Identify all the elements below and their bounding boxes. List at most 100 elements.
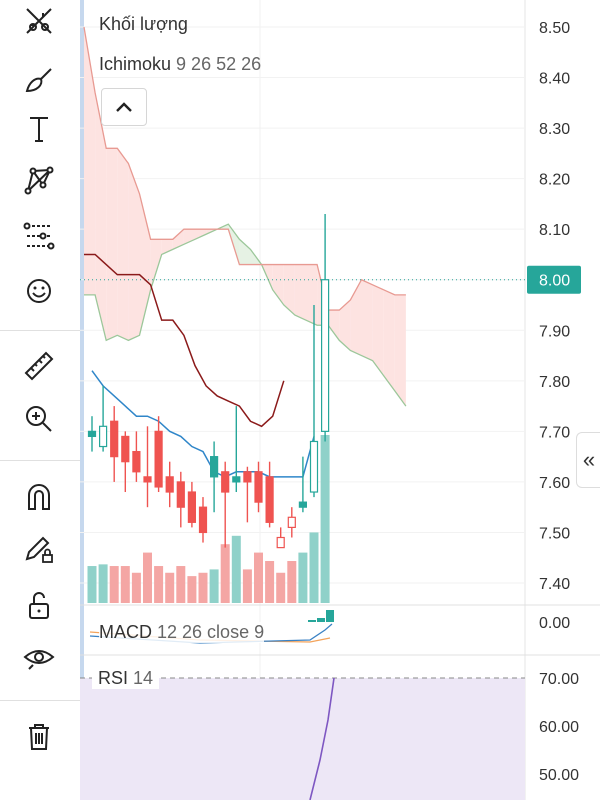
volume-bar xyxy=(265,561,275,603)
ichimoku-cloud-segment xyxy=(161,239,173,255)
macd-legend-params: 12 26 close 9 xyxy=(157,622,265,642)
rsi-band xyxy=(80,678,525,800)
price-axis-tick-label: 8.30 xyxy=(539,121,570,138)
macd-legend[interactable]: MACD 12 26 close 9 xyxy=(99,622,265,643)
volume-bar xyxy=(187,576,197,603)
volume-legend[interactable]: Khối lượng xyxy=(99,14,188,35)
trend-line-tool[interactable] xyxy=(18,0,60,42)
volume-bar xyxy=(165,572,175,603)
candle-body xyxy=(265,476,274,523)
hide-drawings-tool[interactable] xyxy=(18,636,60,678)
volume-bar xyxy=(109,566,119,603)
lock-all-tool[interactable] xyxy=(18,584,60,626)
crossed-lines-icon xyxy=(26,8,52,34)
emoji-tool[interactable] xyxy=(18,270,60,312)
tenkan-sen-line xyxy=(91,370,315,478)
ichimoku-cloud-segment xyxy=(294,264,306,321)
senkou-span-b-line xyxy=(83,26,406,311)
ichimoku-cloud-segment xyxy=(361,279,373,361)
candle-body xyxy=(243,471,252,483)
ichimoku-legend[interactable]: Ichimoku 9 26 52 26 xyxy=(99,54,261,75)
magnet-tool[interactable] xyxy=(18,476,60,518)
ichimoku-cloud-segment xyxy=(283,264,295,316)
price-axis-tick-label: 7.40 xyxy=(539,576,570,593)
collapse-legend-button[interactable] xyxy=(101,88,147,126)
candle-body xyxy=(309,440,319,493)
prediction-tool[interactable] xyxy=(18,215,60,257)
ichimoku-cloud-segment xyxy=(306,264,318,326)
rsi-line xyxy=(309,677,335,800)
remove-drawings-tool[interactable] xyxy=(18,715,60,757)
volume-bar xyxy=(320,435,330,603)
candle-body xyxy=(143,476,152,483)
price-axis-tick-label: 7.90 xyxy=(539,323,570,340)
measure-tool[interactable] xyxy=(18,345,60,387)
chevron-up-icon xyxy=(116,102,132,112)
volume-bar xyxy=(131,572,141,603)
chart-area[interactable]: 8.50 8.40 8.30 8.20 8.10 7.90 7.80 7.70 7.60 7.50… xyxy=(80,0,600,800)
candle-body xyxy=(321,279,330,432)
volume-bar xyxy=(254,552,263,603)
volume-bar xyxy=(231,535,241,603)
candle-body xyxy=(221,471,230,493)
macd-histogram-bar xyxy=(308,620,316,622)
candle-body xyxy=(276,536,285,549)
candle-body xyxy=(110,420,119,458)
candle-body xyxy=(176,481,185,508)
price-axis-tick-label: 8.40 xyxy=(539,71,570,88)
rsi-legend[interactable]: RSI 14 xyxy=(92,668,160,689)
volume-bar xyxy=(220,544,230,603)
ichimoku-cloud-segment xyxy=(272,264,284,305)
chart-canvas[interactable]: 8.50 8.40 8.30 8.20 8.10 7.90 7.80 7.70 7.60 7.50… xyxy=(80,0,600,800)
toolbar-divider xyxy=(0,460,80,461)
rsi-axis-tick-label: 50.00 xyxy=(539,767,579,784)
ichimoku-cloud-segment xyxy=(117,148,129,341)
drawing-toolbar xyxy=(0,0,81,800)
price-axis-tick-label: 7.70 xyxy=(539,424,570,441)
pattern-tool[interactable] xyxy=(18,160,60,202)
price-axis-tick-label: 7.60 xyxy=(539,475,570,492)
ichimoku-cloud-segment xyxy=(172,229,184,250)
candle-body xyxy=(87,430,97,438)
macd-legend-label: MACD xyxy=(99,622,152,642)
text-tool[interactable] xyxy=(18,108,60,150)
price-axis-tick-label: 8.10 xyxy=(539,222,570,239)
eye-icon xyxy=(23,650,55,670)
lock-drawing-tool[interactable] xyxy=(18,528,60,570)
rsi-axis-tick-label: 60.00 xyxy=(539,719,579,736)
candle-body xyxy=(187,491,197,523)
ruler-icon xyxy=(24,351,54,381)
unlock-icon xyxy=(29,592,49,619)
candle-body xyxy=(254,471,263,503)
smiley-icon xyxy=(27,279,51,303)
brush-tool[interactable] xyxy=(18,60,60,102)
expand-panel-button[interactable]: « xyxy=(576,432,600,488)
ichimoku-legend-params: 9 26 52 26 xyxy=(176,54,262,74)
ichimoku-cloud-segment xyxy=(350,279,362,356)
volume-bar xyxy=(87,566,97,603)
price-axis-tick-label: 7.50 xyxy=(539,525,570,542)
candle-body xyxy=(232,476,241,483)
price-axis-tick-label: 7.80 xyxy=(539,374,570,391)
rsi-legend-label: RSI xyxy=(98,668,129,688)
candle-body xyxy=(165,476,174,493)
candle-body xyxy=(99,425,108,448)
candle-body xyxy=(298,501,307,508)
macd-axis-tick-label: 0.00 xyxy=(539,615,570,632)
ichimoku-cloud-segment xyxy=(394,294,406,407)
rsi-legend-params: 14 xyxy=(133,668,154,688)
current-price-badge xyxy=(527,265,581,294)
magnet-icon xyxy=(28,484,50,510)
volume-legend-label: Khối lượng xyxy=(99,14,188,34)
ichimoku-cloud-segment xyxy=(239,239,251,265)
volume-bar xyxy=(143,552,152,603)
candle-body xyxy=(132,450,141,473)
volume-bar xyxy=(176,566,186,603)
ichimoku-cloud-segment xyxy=(183,229,195,245)
ichimoku-cloud-segment xyxy=(106,148,118,341)
volume-bar xyxy=(198,572,208,603)
ichimoku-cloud-segment xyxy=(95,92,107,341)
zoom-in-icon xyxy=(26,406,52,432)
zoom-tool[interactable] xyxy=(18,398,60,440)
candle-body xyxy=(154,430,163,488)
